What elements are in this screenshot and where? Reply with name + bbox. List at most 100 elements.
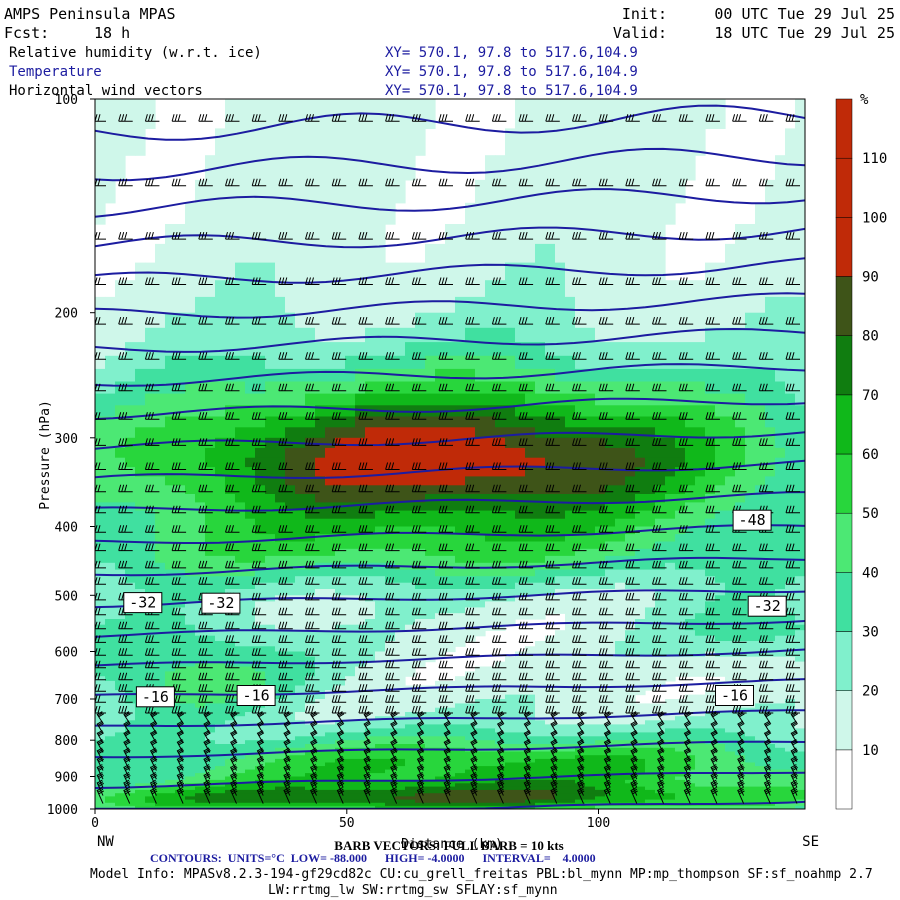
rh-cell (105, 656, 116, 663)
rh-cell (445, 327, 456, 343)
rh-cell (445, 736, 456, 741)
rh-cell (315, 799, 326, 804)
rh-cell (645, 716, 656, 721)
rh-cell (395, 703, 406, 709)
rh-cell (615, 744, 626, 749)
rh-cell (635, 355, 646, 370)
rh-cell (375, 779, 386, 784)
rh-cell (635, 740, 646, 745)
rh-cell (655, 758, 666, 764)
rh-cell (295, 576, 306, 584)
rh-cell (495, 427, 506, 439)
rh-cell (155, 712, 166, 717)
rh-cell (515, 582, 526, 590)
rh-cell (215, 548, 226, 557)
rh-cell (645, 494, 656, 503)
rh-cell (355, 789, 366, 794)
rh-cell (185, 555, 196, 564)
rh-cell (275, 534, 286, 543)
rh-cell (135, 641, 146, 647)
rh-cell (545, 296, 556, 314)
rh-cell (295, 799, 306, 804)
rh-cell (115, 494, 126, 503)
rh-cell (445, 437, 456, 449)
rh-cell (275, 744, 286, 749)
rh-cell (435, 534, 446, 543)
rh-cell (295, 783, 306, 788)
rh-cell (245, 155, 256, 181)
rh-cell (245, 776, 256, 781)
rh-cell (405, 601, 416, 608)
rh-cell (235, 518, 246, 528)
rh-cell (525, 703, 536, 709)
rh-cell (375, 613, 386, 620)
rh-cell (385, 368, 396, 383)
rh-cell (495, 661, 506, 668)
rh-cell (95, 776, 106, 781)
rh-cell (305, 555, 316, 564)
rh-cell (475, 671, 486, 677)
rh-cell (515, 703, 526, 709)
rh-cell (645, 773, 656, 778)
rh-cell (395, 342, 406, 357)
rh-cell (505, 758, 516, 764)
rh-cell (535, 671, 546, 677)
rh-cell (155, 416, 166, 428)
rh-cell (515, 510, 526, 520)
rh-cell (205, 796, 216, 801)
rh-cell (215, 541, 226, 550)
rh-cell (295, 716, 306, 721)
rh-cell (215, 747, 226, 753)
rh-cell (585, 607, 596, 614)
rh-cell (375, 243, 386, 264)
rh-cell (435, 280, 446, 298)
rh-cell (645, 724, 656, 729)
rh-cell (115, 789, 126, 794)
rh-cell (325, 703, 336, 709)
rh-cell (475, 381, 486, 395)
rh-cell (225, 769, 236, 774)
rh-cell (535, 656, 546, 663)
rh-cell (505, 720, 516, 725)
rh-cell (245, 744, 256, 749)
rh-cell (345, 576, 356, 584)
rh-cell (625, 740, 636, 745)
rh-cell (205, 437, 216, 449)
rh-cell (595, 736, 606, 741)
rh-cell (635, 476, 646, 486)
rh-cell (455, 427, 466, 439)
rh-cell (405, 699, 416, 704)
rh-cell (115, 793, 126, 797)
rh-cell (455, 562, 466, 571)
rh-cell (155, 720, 166, 725)
rh-cell (635, 467, 646, 477)
rh-cell (325, 128, 336, 156)
rh-cell (165, 502, 176, 512)
rh-cell (305, 676, 316, 682)
rh-cell (595, 716, 606, 721)
rh-cell (165, 720, 176, 725)
rh-cell (405, 457, 416, 468)
rh-cell (325, 699, 336, 704)
rh-cell (485, 758, 496, 764)
rh-cell (495, 342, 506, 357)
rh-cell (115, 676, 126, 682)
rh-cell (155, 262, 166, 281)
rh-cell (435, 589, 446, 596)
rh-cell (615, 793, 626, 797)
rh-cell (255, 541, 266, 550)
rh-cell (555, 202, 566, 225)
rh-cell (105, 613, 116, 620)
rh-cell (295, 740, 306, 745)
rh-cell (615, 758, 626, 764)
rh-cell (445, 779, 456, 784)
rh-cell (645, 755, 656, 760)
rh-cell (425, 619, 436, 626)
rh-cell (315, 381, 326, 395)
rh-cell (235, 355, 246, 370)
rh-cell (425, 526, 436, 535)
rh-cell (255, 562, 266, 571)
rh-cell (615, 502, 626, 512)
rh-cell (595, 630, 606, 637)
rh-cell (495, 576, 506, 584)
